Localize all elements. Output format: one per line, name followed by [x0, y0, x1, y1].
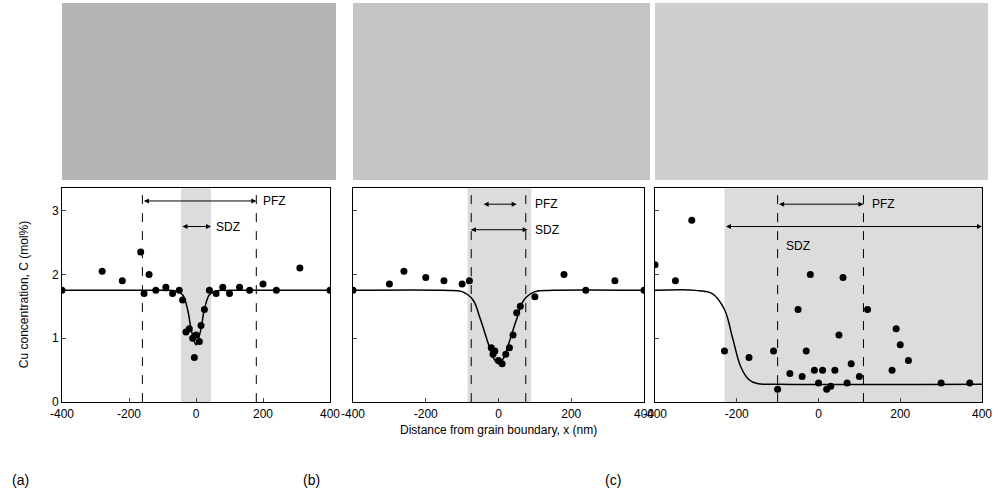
svg-text:400: 400	[972, 407, 992, 421]
svg-text:0: 0	[815, 407, 822, 421]
svg-text:SDZ: SDZ	[535, 223, 559, 237]
svg-text:200: 200	[253, 407, 273, 421]
svg-text:-400: -400	[341, 407, 365, 421]
svg-text:400: 400	[634, 407, 654, 421]
svg-text:200: 200	[561, 407, 581, 421]
svg-text:1: 1	[52, 331, 59, 345]
svg-text:0: 0	[193, 407, 200, 421]
svg-text:Cu concentration, C (mol%): Cu concentration, C (mol%)	[17, 221, 31, 368]
svg-text:PFZ: PFZ	[872, 197, 895, 211]
svg-text:SDZ: SDZ	[786, 239, 810, 253]
svg-text:400: 400	[320, 407, 340, 421]
svg-text:-400: -400	[643, 407, 667, 421]
svg-text:200: 200	[890, 407, 910, 421]
svg-text:-400: -400	[50, 407, 74, 421]
svg-text:(b): (b)	[303, 472, 320, 488]
svg-text:-200: -200	[117, 407, 141, 421]
svg-text:SDZ: SDZ	[216, 220, 240, 234]
svg-text:3: 3	[52, 204, 59, 218]
svg-text:-200: -200	[414, 407, 438, 421]
svg-text:0: 0	[495, 407, 502, 421]
svg-text:2: 2	[52, 268, 59, 282]
svg-text:PFZ: PFZ	[263, 194, 286, 208]
svg-text:PFZ: PFZ	[535, 197, 558, 211]
svg-text:(c): (c)	[605, 472, 621, 488]
svg-text:Distance from grain boundary,: Distance from grain boundary, x (nm)	[400, 423, 597, 437]
svg-text:-200: -200	[725, 407, 749, 421]
svg-text:0: 0	[52, 395, 59, 409]
svg-text:(a): (a)	[12, 472, 29, 488]
